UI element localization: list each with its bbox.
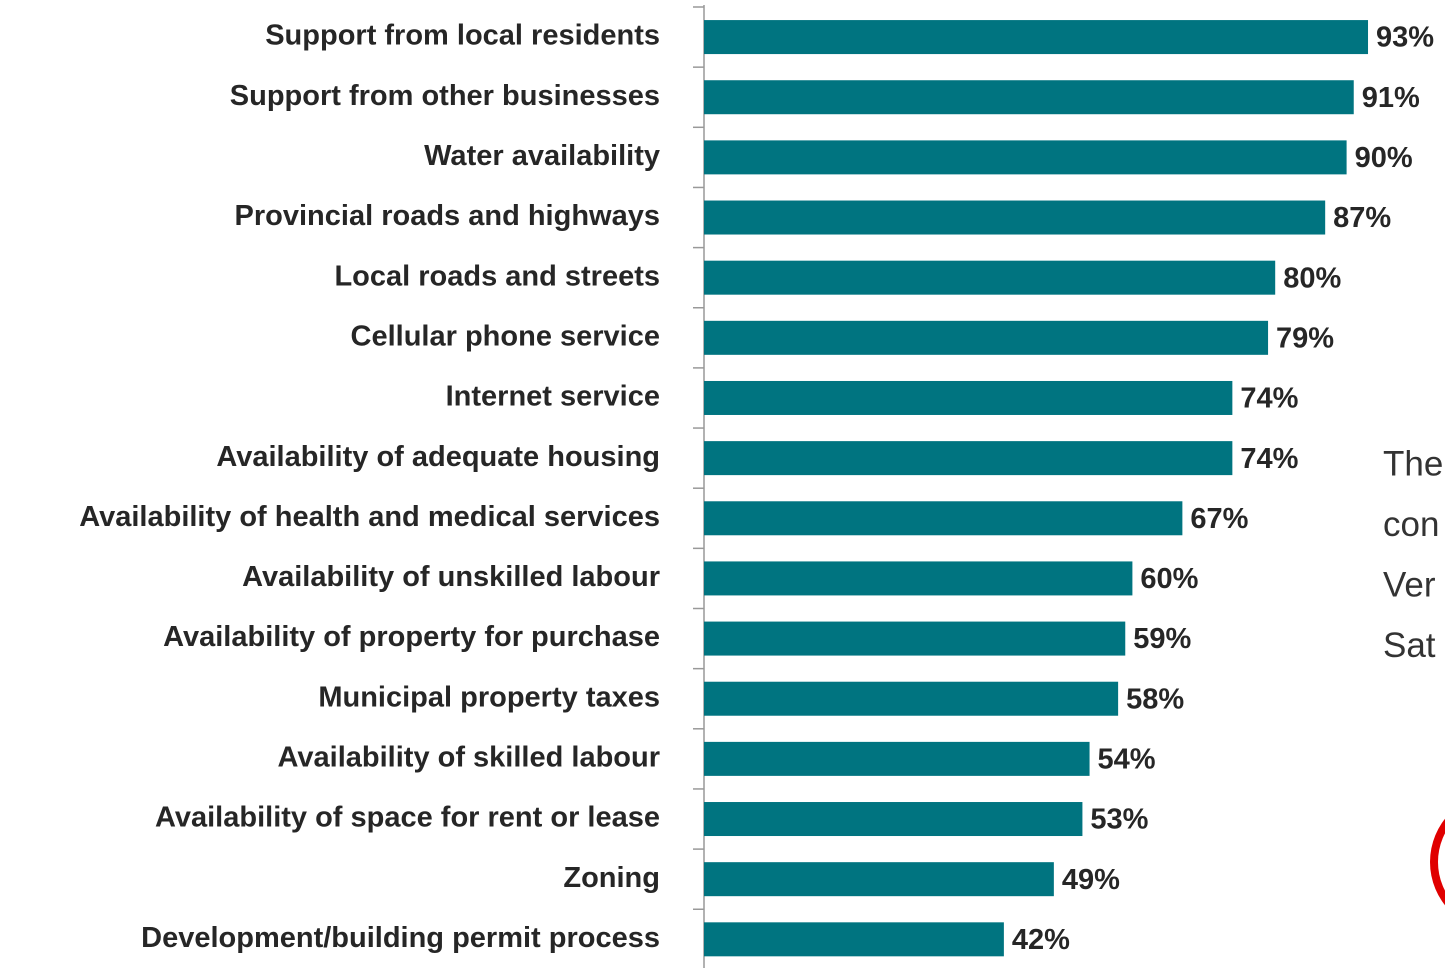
value-label: 42% bbox=[1012, 924, 1070, 956]
category-label: Availability of space for rent or lease bbox=[155, 802, 660, 834]
value-label: 67% bbox=[1190, 503, 1248, 535]
bar bbox=[704, 922, 1004, 957]
category-label: Local roads and streets bbox=[334, 260, 660, 292]
value-label: 79% bbox=[1276, 322, 1334, 354]
category-label: Water availability bbox=[424, 140, 660, 172]
category-label: Availability of health and medical servi… bbox=[79, 501, 660, 533]
value-label: 49% bbox=[1062, 864, 1120, 896]
bar bbox=[704, 681, 1119, 716]
value-label: 59% bbox=[1133, 623, 1191, 655]
value-label: 87% bbox=[1333, 202, 1391, 234]
bar bbox=[704, 260, 1276, 295]
category-label: Municipal property taxes bbox=[318, 681, 660, 713]
bar bbox=[704, 621, 1126, 656]
category-label: Support from other businesses bbox=[230, 80, 660, 112]
annotation-line: Sat bbox=[1383, 626, 1436, 665]
bar bbox=[704, 140, 1347, 175]
bar bbox=[704, 862, 1054, 897]
value-label: 74% bbox=[1240, 383, 1298, 415]
bar bbox=[704, 380, 1233, 415]
category-label: Provincial roads and highways bbox=[235, 200, 660, 232]
category-label: Development/building permit process bbox=[141, 922, 660, 954]
value-label: 74% bbox=[1240, 443, 1298, 475]
annotation-line: con bbox=[1383, 505, 1439, 544]
annotation-line: Ver bbox=[1383, 565, 1436, 604]
bar bbox=[704, 80, 1354, 115]
decor-circle bbox=[1430, 818, 1445, 906]
value-label: 54% bbox=[1098, 744, 1156, 776]
bar bbox=[704, 561, 1133, 596]
category-label: Availability of adequate housing bbox=[216, 441, 660, 473]
category-label: Zoning bbox=[563, 862, 660, 894]
category-label: Availability of property for purchase bbox=[163, 621, 660, 653]
bar bbox=[704, 200, 1326, 235]
bar bbox=[704, 441, 1233, 476]
bar bbox=[704, 20, 1369, 55]
category-label: Cellular phone service bbox=[351, 320, 660, 352]
value-label: 90% bbox=[1355, 142, 1413, 174]
annotation-line: The bbox=[1383, 444, 1443, 483]
category-label: Availability of unskilled labour bbox=[242, 561, 660, 593]
category-label: Availability of skilled labour bbox=[278, 742, 660, 774]
value-label: 58% bbox=[1126, 683, 1184, 715]
value-label: 53% bbox=[1090, 804, 1148, 836]
value-label: 93% bbox=[1376, 22, 1434, 54]
value-label: 80% bbox=[1283, 262, 1341, 294]
bar bbox=[704, 320, 1269, 355]
decor-circle-inner bbox=[1438, 833, 1445, 891]
bar bbox=[704, 741, 1090, 776]
bar bbox=[704, 802, 1083, 837]
category-label: Support from local residents bbox=[265, 20, 660, 52]
bar bbox=[704, 501, 1183, 536]
value-label: 60% bbox=[1140, 563, 1198, 595]
value-label: 91% bbox=[1362, 82, 1420, 114]
category-label: Internet service bbox=[446, 381, 660, 413]
